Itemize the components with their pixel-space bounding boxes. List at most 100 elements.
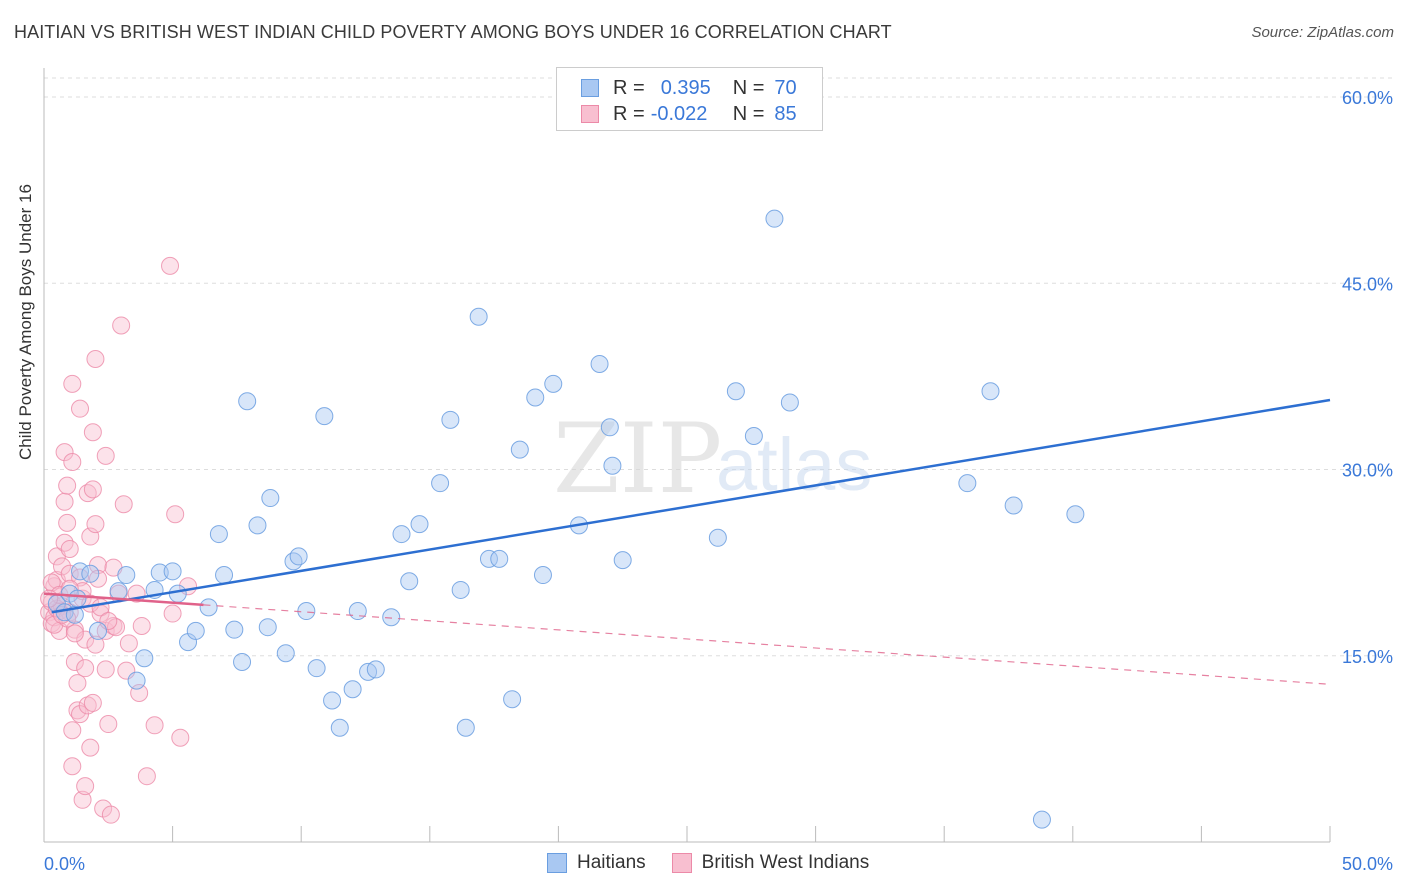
bwi-point: [101, 805, 120, 824]
haitian-point: [510, 440, 529, 459]
legend-r-label: R =: [613, 102, 645, 125]
bwi-point: [53, 557, 72, 576]
haitian-point: [68, 589, 87, 608]
bwi-point: [145, 716, 164, 735]
haitian-point: [307, 659, 326, 678]
haitian-point: [261, 489, 280, 508]
legend-n-value: 70: [774, 76, 797, 99]
bwi-point: [55, 443, 74, 462]
bwi-point: [63, 374, 82, 393]
haitian-point: [780, 393, 799, 412]
haitian-point: [726, 382, 745, 401]
legend-item-haitians[interactable]: Haitians: [547, 852, 646, 874]
haitian-point: [1004, 496, 1023, 515]
bwi-point: [58, 476, 77, 495]
haitian-point: [431, 474, 450, 493]
legend-row-bwi: R = -0.022 N = 85: [581, 102, 797, 126]
legend-swatch-haitians: [547, 853, 567, 873]
haitian-point: [343, 680, 362, 699]
haitian-point: [297, 602, 316, 621]
stats-legend: R = 0.395 N = 70 R = -0.022 N = 85: [556, 67, 823, 131]
haitian-point: [1066, 505, 1085, 524]
haitian-point: [233, 652, 252, 671]
haitian-point: [744, 426, 763, 445]
haitian-point: [410, 515, 429, 534]
haitian-point: [479, 549, 498, 568]
haitian-point: [400, 572, 419, 591]
legend-r-value: -0.022: [650, 102, 708, 125]
haitian-point: [603, 456, 622, 475]
haitian-point: [135, 649, 154, 668]
haitian-point: [168, 584, 187, 603]
legend-n-label: N =: [732, 102, 765, 125]
haitian-point: [490, 549, 509, 568]
legend-swatch-pink: [581, 105, 599, 123]
bwi-point: [65, 624, 84, 643]
bwi-trendline-dashed: [203, 604, 1331, 685]
bwi-point: [60, 539, 79, 558]
bwi-point: [86, 635, 105, 654]
legend-item-bwi[interactable]: British West Indians: [671, 852, 869, 874]
haitian-point: [590, 354, 609, 373]
haitian-point: [958, 474, 977, 493]
haitian-point: [503, 690, 522, 709]
haitian-point: [456, 718, 475, 737]
haitian-point: [284, 552, 303, 571]
haitian-point: [117, 566, 136, 585]
bwi-point: [81, 738, 100, 757]
bwi-point: [86, 349, 105, 368]
series-legend: Haitians British West Indians: [547, 852, 895, 874]
bwi-point: [76, 630, 95, 649]
bwi-point: [60, 579, 79, 598]
y-tick-label: 45.0%: [1342, 274, 1393, 294]
haitian-point: [708, 528, 727, 547]
y-tick-label: 15.0%: [1342, 647, 1393, 667]
haitian-point: [600, 418, 619, 437]
bwi-point: [86, 515, 105, 534]
y-tick-label: 60.0%: [1342, 88, 1393, 108]
bwi-point: [119, 634, 138, 653]
haitian-point: [765, 209, 784, 228]
haitian-point: [186, 621, 205, 640]
haitian-point: [289, 547, 308, 566]
haitian-point: [238, 392, 257, 411]
y-tick-label: 30.0%: [1342, 461, 1393, 481]
legend-row-haitians: R = 0.395 N = 70: [581, 76, 797, 100]
bwi-point: [96, 446, 115, 465]
haitian-point: [451, 580, 470, 599]
haitian-point: [533, 566, 552, 585]
bwi-point: [73, 790, 92, 809]
bwi-point: [58, 513, 77, 532]
haitian-point: [1032, 810, 1051, 829]
bwi-point: [60, 564, 79, 583]
bwi-point: [163, 604, 182, 623]
legend-r-value: 0.395: [660, 76, 711, 99]
watermark-atlas: atlas: [716, 423, 872, 506]
haitian-point: [248, 516, 267, 535]
haitian-point: [209, 525, 228, 544]
bwi-point: [166, 505, 185, 524]
haitian-point: [544, 374, 563, 393]
watermark-zip: ZIP: [553, 403, 722, 515]
haitian-point: [199, 598, 218, 617]
x-tick-label: 50.0%: [1342, 854, 1393, 874]
bwi-point: [76, 659, 95, 678]
bwi-point: [78, 696, 97, 715]
bwi-point: [114, 495, 133, 514]
haitian-point: [382, 608, 401, 627]
haitian-point: [981, 382, 1000, 401]
haitian-point: [392, 525, 411, 544]
chart-title: HAITIAN VS BRITISH WEST INDIAN CHILD POV…: [14, 22, 892, 42]
bwi-point: [96, 660, 115, 679]
legend-n-value: 85: [774, 102, 797, 125]
haitian-point: [163, 562, 182, 581]
source-label: Source: ZipAtlas.com: [1251, 24, 1394, 41]
bwi-point: [83, 480, 102, 499]
bwi-point: [171, 728, 190, 747]
haitian-point: [348, 602, 367, 621]
haitian-point: [71, 562, 90, 581]
bwi-point: [137, 767, 156, 786]
bwi-point: [83, 693, 102, 712]
haitian-point: [315, 407, 334, 426]
haitian-point: [258, 618, 277, 637]
